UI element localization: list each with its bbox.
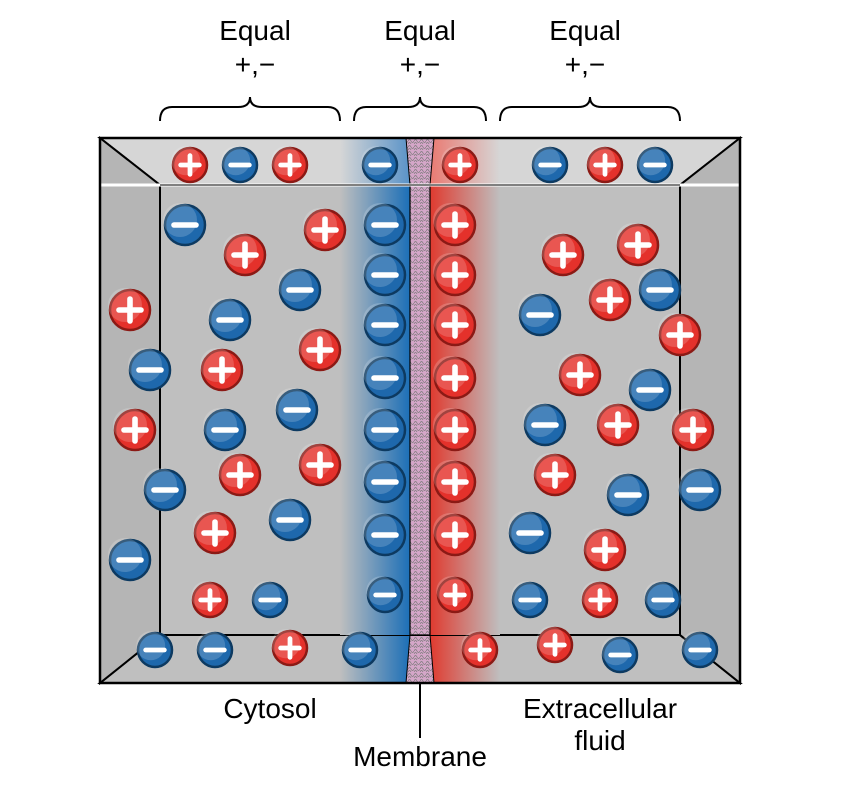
negative-ion: [678, 468, 720, 510]
membrane-label: Membrane: [353, 741, 487, 772]
top-label-charges: +,−: [235, 49, 275, 80]
negative-ion: [163, 203, 205, 245]
negative-ion: [278, 268, 320, 310]
positive-ion: [433, 408, 475, 450]
negative-ion: [363, 408, 405, 450]
negative-ion: [523, 403, 565, 445]
negative-ion: [361, 146, 397, 182]
negative-ion: [681, 631, 717, 667]
positive-ion: [533, 453, 575, 495]
positive-ion: [596, 403, 638, 445]
negative-ion: [644, 581, 680, 617]
negative-ion: [363, 253, 405, 295]
positive-ion: [541, 233, 583, 275]
negative-ion: [275, 388, 317, 430]
negative-ion: [606, 473, 648, 515]
positive-ion: [616, 223, 658, 265]
negative-ion: [366, 576, 402, 612]
negative-ion: [363, 513, 405, 555]
cytosol-label: Cytosol: [223, 693, 316, 724]
negative-ion: [136, 631, 172, 667]
top-label-equal: Equal: [549, 15, 621, 46]
positive-ion: [433, 253, 475, 295]
membrane: [410, 185, 430, 635]
negative-ion: [196, 631, 232, 667]
positive-ion: [298, 328, 340, 370]
negative-ion: [518, 293, 560, 335]
positive-ion: [558, 353, 600, 395]
positive-ion: [433, 513, 475, 555]
positive-ion: [436, 576, 472, 612]
top-label-charges: +,−: [565, 49, 605, 80]
negative-ion: [143, 468, 185, 510]
positive-ion: [171, 146, 207, 182]
positive-ion: [271, 629, 307, 665]
negative-ion: [363, 303, 405, 345]
negative-ion: [363, 203, 405, 245]
positive-ion: [583, 528, 625, 570]
top-label-equal: Equal: [219, 15, 291, 46]
negative-ion: [268, 498, 310, 540]
negative-ion: [363, 356, 405, 398]
negative-ion: [128, 348, 170, 390]
positive-ion: [671, 408, 713, 450]
positive-ion: [193, 511, 235, 553]
positive-ion: [433, 203, 475, 245]
negative-ion: [251, 581, 287, 617]
top-label-charges: +,−: [400, 49, 440, 80]
negative-ion: [638, 268, 680, 310]
positive-ion: [658, 313, 700, 355]
positive-ion: [200, 348, 242, 390]
positive-ion: [218, 453, 260, 495]
top-label-equal: Equal: [384, 15, 456, 46]
positive-ion: [536, 626, 572, 662]
brace: [160, 97, 340, 121]
fluid-label: fluid: [574, 725, 625, 756]
negative-ion: [628, 368, 670, 410]
positive-ion: [461, 631, 497, 667]
negative-ion: [508, 511, 550, 553]
positive-ion: [303, 208, 345, 250]
braces-layer: [160, 97, 680, 121]
positive-ion: [433, 356, 475, 398]
positive-ion: [433, 460, 475, 502]
positive-ion: [108, 288, 150, 330]
positive-ion: [191, 581, 227, 617]
positive-ion: [581, 581, 617, 617]
positive-ion: [271, 146, 307, 182]
positive-ion: [298, 443, 340, 485]
positive-ion: [433, 303, 475, 345]
extracellular-label: Extracellular: [523, 693, 677, 724]
negative-ion: [341, 631, 377, 667]
positive-ion: [586, 146, 622, 182]
negative-ion: [208, 298, 250, 340]
negative-ion: [636, 146, 672, 182]
negative-ion: [108, 538, 150, 580]
positive-ion: [588, 278, 630, 320]
negative-ion: [221, 146, 257, 182]
brace: [500, 97, 680, 121]
brace: [354, 97, 486, 121]
negative-ion: [531, 146, 567, 182]
negative-ion: [601, 636, 637, 672]
membrane-diagram: Equal+,−Equal+,−Equal+,−CytosolExtracell…: [0, 0, 841, 803]
negative-ion: [203, 408, 245, 450]
positive-ion: [113, 408, 155, 450]
negative-ion: [511, 581, 547, 617]
negative-ion: [363, 460, 405, 502]
positive-ion: [223, 233, 265, 275]
positive-ion: [441, 146, 477, 182]
